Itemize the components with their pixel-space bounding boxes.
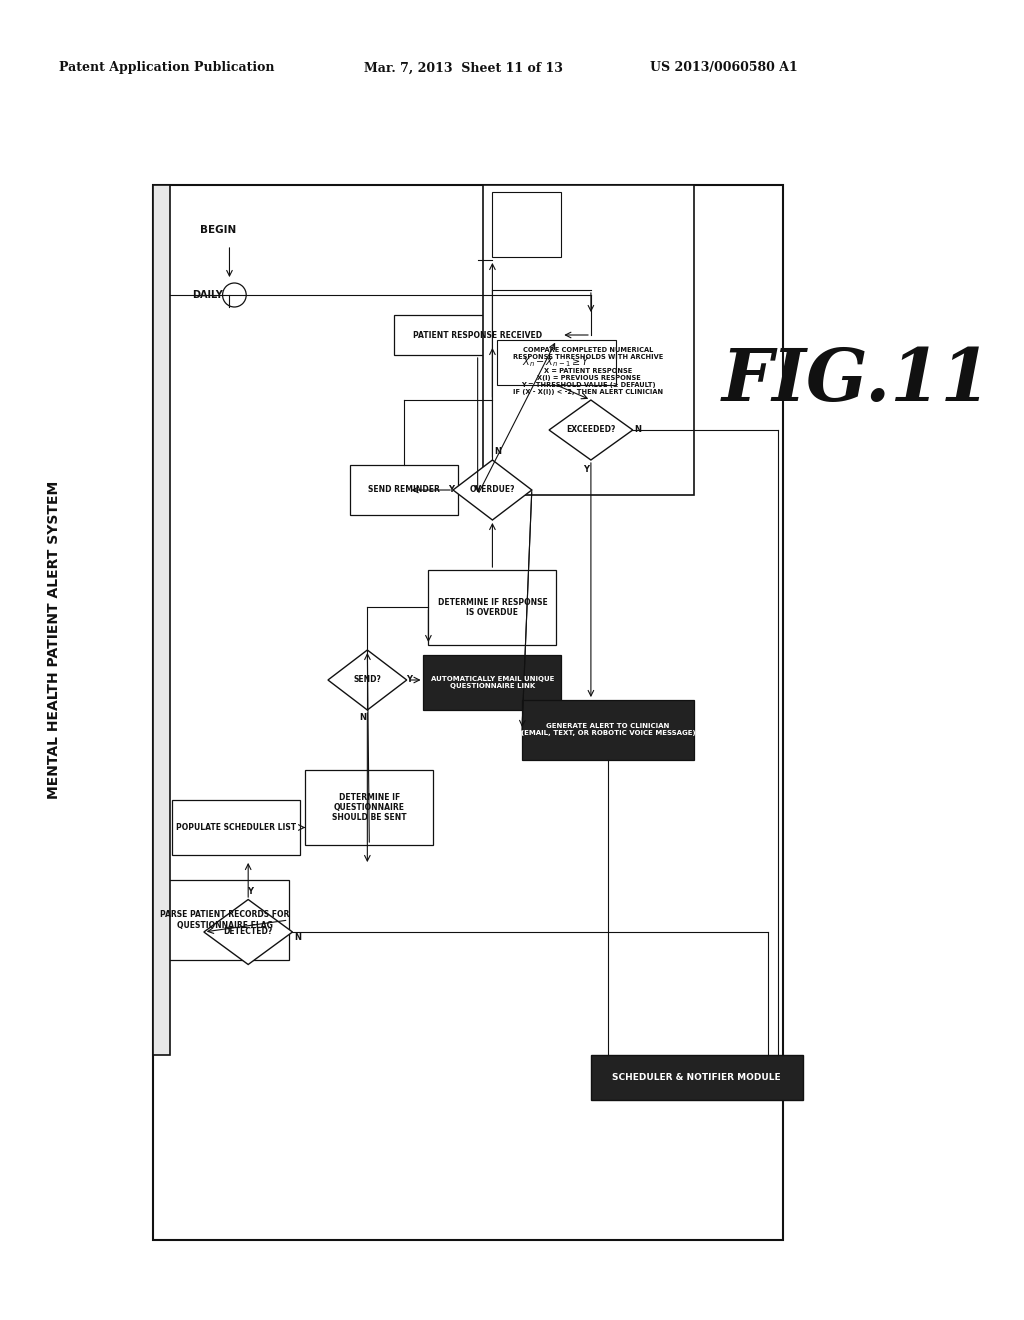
Text: Patent Application Publication: Patent Application Publication: [59, 62, 274, 74]
FancyBboxPatch shape: [305, 770, 433, 845]
Polygon shape: [328, 649, 407, 710]
FancyBboxPatch shape: [172, 800, 300, 855]
Polygon shape: [453, 459, 531, 520]
Text: Y: Y: [406, 676, 412, 685]
Circle shape: [222, 282, 246, 308]
FancyBboxPatch shape: [161, 880, 289, 960]
Text: SCHEDULER & NOTIFIER MODULE: SCHEDULER & NOTIFIER MODULE: [612, 1073, 781, 1082]
FancyBboxPatch shape: [591, 1055, 803, 1100]
Text: Y: Y: [449, 486, 454, 495]
Text: GENERATE ALERT TO CLINICIAN
(EMAIL, TEXT, OR ROBOTIC VOICE MESSAGE): GENERATE ALERT TO CLINICIAN (EMAIL, TEXT…: [521, 723, 695, 737]
Text: PARSE PATIENT RECORDS FOR
QUESTIONNAIRE FLAG: PARSE PATIENT RECORDS FOR QUESTIONNAIRE …: [160, 911, 289, 929]
Text: N: N: [494, 447, 501, 457]
Polygon shape: [204, 899, 293, 965]
Text: DETERMINE IF RESPONSE
IS OVERDUE: DETERMINE IF RESPONSE IS OVERDUE: [437, 598, 547, 618]
Text: SEND?: SEND?: [353, 676, 381, 685]
Text: OVERDUE?: OVERDUE?: [470, 486, 515, 495]
Text: COMPARE COMPLETED NUMERICAL
RESPONSE THRESHOLDS WITH ARCHIVE

X = PATIENT RESPON: COMPARE COMPLETED NUMERICAL RESPONSE THR…: [513, 347, 664, 395]
Text: $X_n - X_{n-1} \geq Y$: $X_n - X_{n-1} \geq Y$: [522, 355, 591, 370]
FancyBboxPatch shape: [522, 700, 694, 760]
Text: US 2013/0060580 A1: US 2013/0060580 A1: [650, 62, 798, 74]
FancyBboxPatch shape: [428, 570, 556, 645]
Text: EXCEEDED?: EXCEEDED?: [566, 425, 615, 434]
Text: AUTOMATICALLY EMAIL UNIQUE
QUESTIONNAIRE LINK: AUTOMATICALLY EMAIL UNIQUE QUESTIONNAIRE…: [431, 676, 554, 689]
Text: BEGIN: BEGIN: [200, 224, 237, 235]
FancyBboxPatch shape: [424, 655, 561, 710]
Text: Y: Y: [247, 887, 253, 896]
Text: N: N: [635, 425, 642, 434]
Polygon shape: [549, 400, 633, 459]
FancyBboxPatch shape: [153, 185, 783, 1239]
Text: POPULATE SCHEDULER LIST: POPULATE SCHEDULER LIST: [176, 822, 296, 832]
Text: DETERMINE IF
QUESTIONNAIRE
SHOULD BE SENT: DETERMINE IF QUESTIONNAIRE SHOULD BE SEN…: [332, 792, 407, 822]
FancyBboxPatch shape: [394, 315, 561, 355]
Text: DAILY: DAILY: [193, 290, 223, 300]
Text: Y: Y: [583, 466, 589, 474]
Text: PATIENT RESPONSE RECEIVED: PATIENT RESPONSE RECEIVED: [413, 330, 543, 339]
Text: DETECTED?: DETECTED?: [223, 928, 272, 936]
FancyBboxPatch shape: [349, 465, 458, 515]
FancyBboxPatch shape: [493, 191, 561, 257]
FancyBboxPatch shape: [482, 185, 694, 495]
Text: Mar. 7, 2013  Sheet 11 of 13: Mar. 7, 2013 Sheet 11 of 13: [365, 62, 563, 74]
Text: MENTAL HEALTH PATIENT ALERT SYSTEM: MENTAL HEALTH PATIENT ALERT SYSTEM: [47, 480, 61, 799]
Text: N: N: [294, 932, 301, 941]
FancyBboxPatch shape: [153, 185, 170, 1055]
Text: SEND REMINDER: SEND REMINDER: [368, 486, 439, 495]
FancyBboxPatch shape: [498, 341, 615, 385]
Text: FIG.11: FIG.11: [722, 345, 991, 416]
Text: N: N: [359, 714, 366, 722]
